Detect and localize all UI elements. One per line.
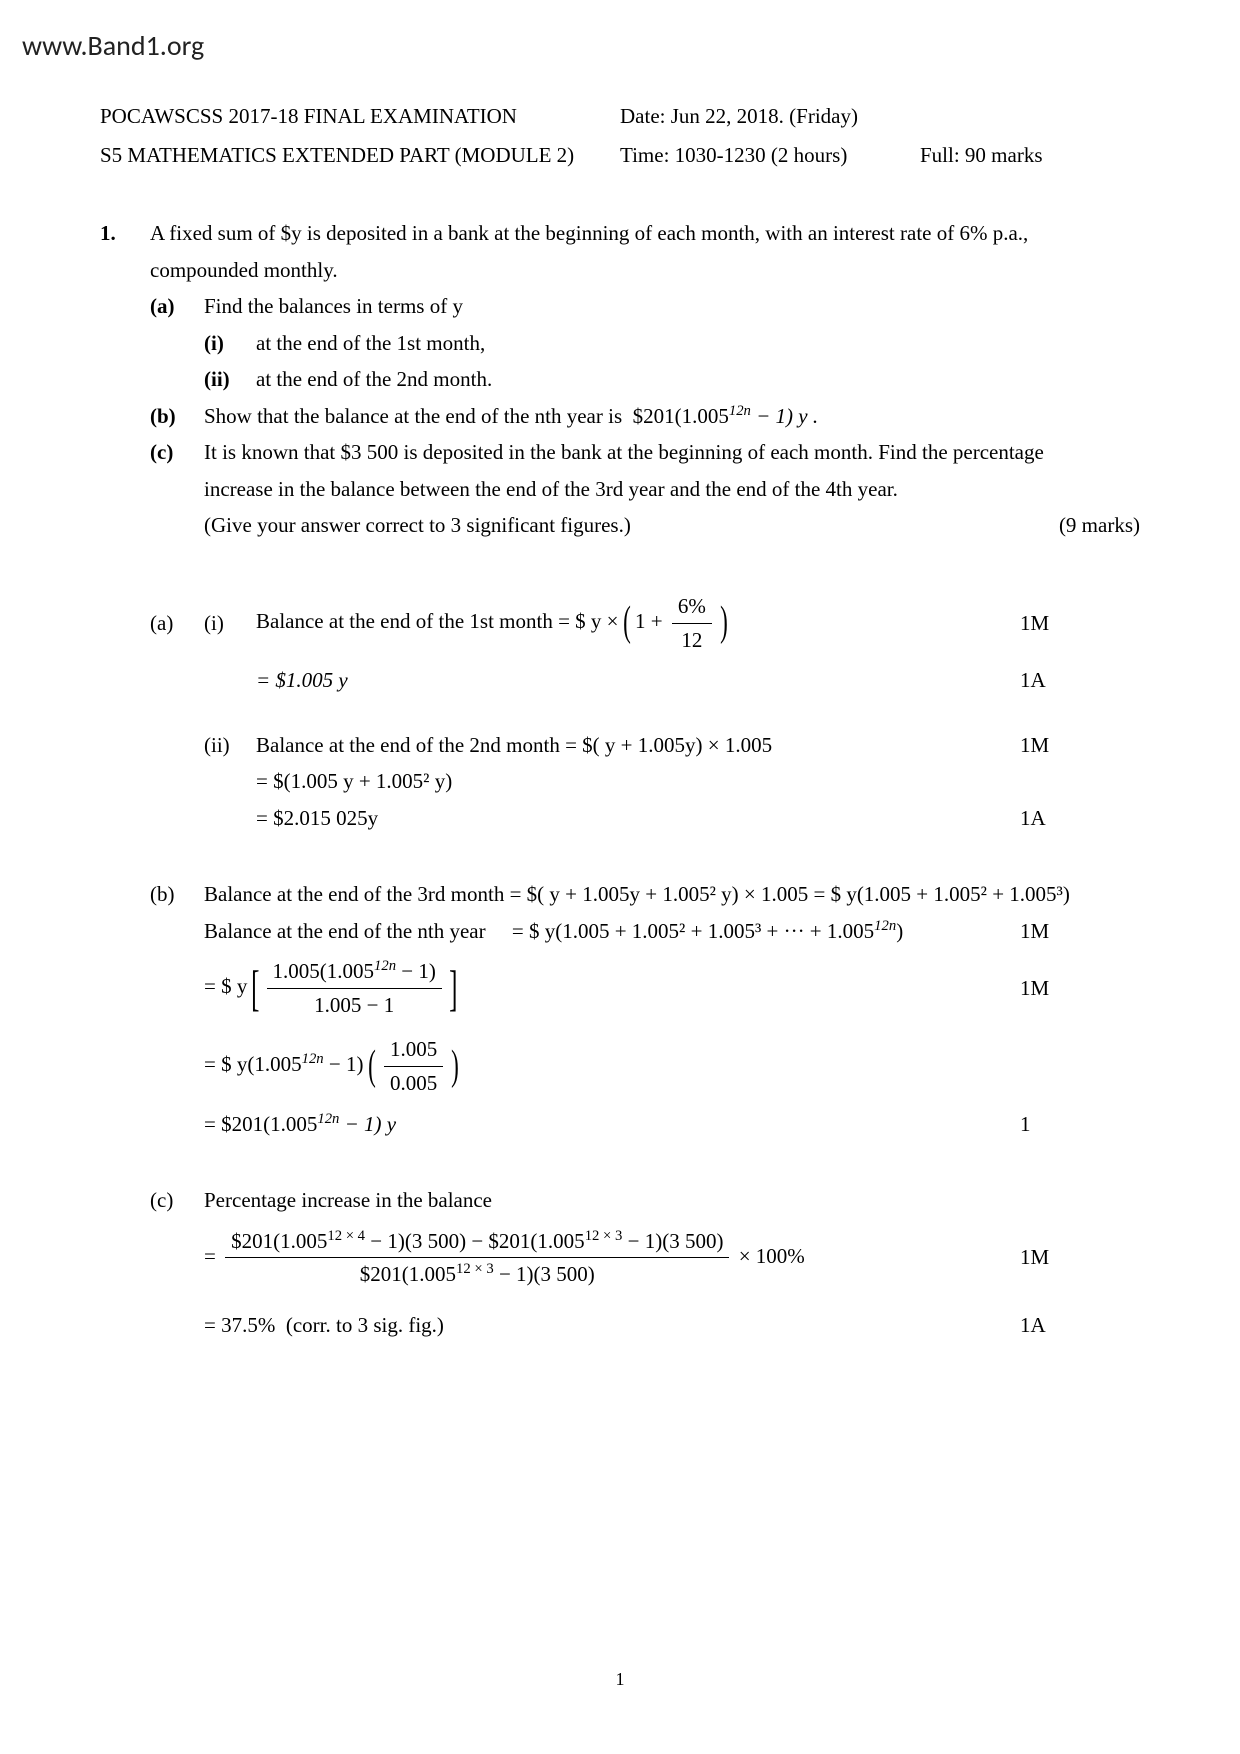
- header-row-1: POCAWSCSS 2017-18 FINAL EXAMINATION Date…: [100, 100, 1140, 133]
- sol-a-ii-label: (ii): [204, 729, 256, 762]
- question-stem-2: compounded monthly.: [150, 254, 1140, 287]
- sol-b-expr-4: = $ y(1.00512n − 1) ( 1.005 0.005 ): [204, 1033, 1020, 1099]
- sol-a-i-row-1: (a) (i) Balance at the end of the 1st mo…: [100, 586, 1140, 660]
- question-stem-row-2: compounded monthly.: [100, 254, 1140, 287]
- sol-a-i-mark-2: 1A: [1020, 664, 1140, 697]
- part-c-text-1: It is known that $3 500 is deposited in …: [204, 436, 1140, 469]
- header-time: Time: 1030-1230 (2 hours): [620, 139, 920, 172]
- part-a-i-row: (i) at the end of the 1st month,: [100, 327, 1140, 360]
- sol-a-i-label: (i): [204, 607, 256, 640]
- sol-b-row-4: = $ y(1.00512n − 1) ( 1.005 0.005 ): [100, 1029, 1140, 1103]
- part-b-text-post: − 1) y .: [751, 404, 818, 428]
- part-a-label: (a): [150, 290, 204, 323]
- part-c-row-2: increase in the balance between the end …: [100, 473, 1140, 506]
- sol-a-ii-row-2: = $(1.005 y + 1.005² y): [100, 765, 1140, 798]
- page-number: 1: [0, 1666, 1240, 1694]
- sol-a-i-mark-1: 1M: [1020, 607, 1140, 640]
- sol-a-ii-expr-1: Balance at the end of the 2nd month = $(…: [256, 729, 1020, 762]
- part-c-row-1: (c) It is known that $3 500 is deposited…: [100, 436, 1140, 469]
- sol-b-mark-2: 1M: [1020, 915, 1140, 948]
- sol-b-mark-5: 1: [1020, 1108, 1140, 1141]
- part-b-text: Show that the balance at the end of the …: [204, 400, 1140, 433]
- sol-b-row-2: Balance at the end of the nth year = $ y…: [100, 915, 1140, 948]
- part-b-text-sup: 12n: [729, 403, 751, 419]
- header-subject: S5 MATHEMATICS EXTENDED PART (MODULE 2): [100, 139, 620, 172]
- sol-a-i-expr-1: Balance at the end of the 1st month = $ …: [256, 590, 1020, 656]
- sol-a-ii-row-1: (ii) Balance at the end of the 2nd month…: [100, 729, 1140, 762]
- part-a-ii-row: (ii) at the end of the 2nd month.: [100, 363, 1140, 396]
- part-a-text: Find the balances in terms of y: [204, 290, 1140, 323]
- sol-c-row-3: = 37.5% (corr. to 3 sig. fig.) 1A: [100, 1309, 1140, 1342]
- header-date: Date: Jun 22, 2018. (Friday): [620, 100, 920, 133]
- header-blank: [920, 100, 1100, 133]
- part-b-label: (b): [150, 400, 204, 433]
- part-c-label: (c): [150, 436, 204, 469]
- header-exam-title: POCAWSCSS 2017-18 FINAL EXAMINATION: [100, 100, 620, 133]
- part-a-ii-text: at the end of the 2nd month.: [256, 363, 1140, 396]
- sol-c-expr-2: = $201(1.00512 × 4 − 1)(3 500) − $201(1.…: [204, 1225, 1020, 1291]
- sol-a-ii-mark-1: 1M: [1020, 729, 1140, 762]
- sol-c-row-2: = $201(1.00512 × 4 − 1)(3 500) − $201(1.…: [100, 1221, 1140, 1295]
- sol-b-expr-1: Balance at the end of the 3rd month = $(…: [204, 878, 1140, 911]
- page: POCAWSCSS 2017-18 FINAL EXAMINATION Date…: [0, 0, 1240, 1754]
- part-b-row: (b) Show that the balance at the end of …: [100, 400, 1140, 433]
- part-a-row: (a) Find the balances in terms of y: [100, 290, 1140, 323]
- sol-a-i-expr-2: = $1.005 y: [256, 664, 1020, 697]
- sol-b-expr-3: = $ y [ 1.005(1.00512n − 1) 1.005 − 1 ]: [204, 955, 1020, 1021]
- sol-a-label: (a): [150, 607, 204, 640]
- part-c-hint-row: (Give your answer correct to 3 significa…: [100, 509, 1140, 542]
- sol-c-expr-3: = 37.5% (corr. to 3 sig. fig.): [204, 1309, 1020, 1342]
- sol-c-row-1: (c) Percentage increase in the balance: [100, 1184, 1140, 1217]
- part-a-i-text: at the end of the 1st month,: [256, 327, 1140, 360]
- part-a-ii-label: (ii): [204, 363, 256, 396]
- part-c-text-2: increase in the balance between the end …: [204, 473, 1140, 506]
- part-c-hint: (Give your answer correct to 3 significa…: [204, 509, 631, 542]
- sol-c-mark-3: 1A: [1020, 1309, 1140, 1342]
- sol-b-row-3: = $ y [ 1.005(1.00512n − 1) 1.005 − 1 ] …: [100, 951, 1140, 1025]
- sol-a-ii-expr-3: = $2.015 025y: [256, 802, 1020, 835]
- sol-a-ii-expr-2: = $(1.005 y + 1.005² y): [256, 765, 1020, 798]
- total-marks: (9 marks): [1059, 509, 1140, 542]
- sol-c-label: (c): [150, 1184, 204, 1217]
- question-block: 1. A fixed sum of $y is deposited in a b…: [100, 217, 1140, 1341]
- sol-b-row-5: = $201(1.00512n − 1) y 1: [100, 1108, 1140, 1141]
- sol-a-i-row-2: = $1.005 y 1A: [100, 664, 1140, 697]
- part-b-text-pre: Show that the balance at the end of the …: [204, 404, 729, 428]
- header-full-marks: Full: 90 marks: [920, 139, 1100, 172]
- sol-c-mark-2: 1M: [1020, 1241, 1140, 1274]
- sol-b-expr-5: = $201(1.00512n − 1) y: [204, 1108, 1020, 1141]
- part-a-i-label: (i): [204, 327, 256, 360]
- question-number: 1.: [100, 217, 150, 250]
- sol-c-text-1: Percentage increase in the balance: [204, 1184, 1140, 1217]
- sol-a-ii-mark-3: 1A: [1020, 802, 1140, 835]
- question-stem-1: A fixed sum of $y is deposited in a bank…: [150, 217, 1140, 250]
- question-stem-row-1: 1. A fixed sum of $y is deposited in a b…: [100, 217, 1140, 250]
- sol-b-row-1: (b) Balance at the end of the 3rd month …: [100, 878, 1140, 911]
- sol-b-expr-2: Balance at the end of the nth year = $ y…: [204, 915, 1020, 948]
- sol-b-mark-3: 1M: [1020, 972, 1140, 1005]
- header-row-2: S5 MATHEMATICS EXTENDED PART (MODULE 2) …: [100, 139, 1140, 172]
- sol-a-ii-row-3: = $2.015 025y 1A: [100, 802, 1140, 835]
- sol-b-label: (b): [150, 878, 204, 911]
